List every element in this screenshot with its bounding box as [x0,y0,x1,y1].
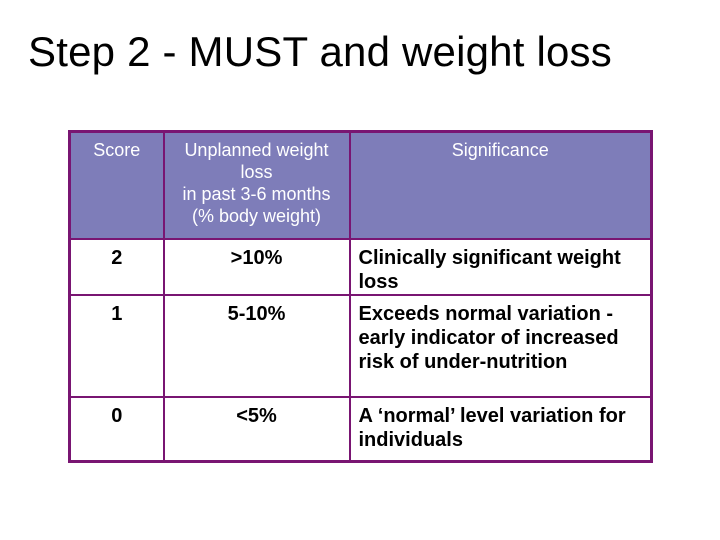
header-significance: Significance [348,130,653,240]
significance-value: Clinically significant weight loss [348,237,653,296]
header-unplanned-weight-loss: Unplanned weight loss in past 3-6 months… [162,130,351,240]
weight-loss-value: 5-10% [162,293,351,398]
score-value: 2 [68,237,165,296]
table-row-score-0: 0 <5% A ‘normal’ level variation for ind… [68,395,653,463]
table-row-score-2: 2 >10% Clinically significant weight los… [68,237,653,296]
table-row-score-1: 1 5-10% Exceeds normal variation - early… [68,293,653,398]
significance-value: Exceeds normal variation - early indicat… [348,293,653,398]
score-value: 1 [68,293,165,398]
weight-loss-value: >10% [162,237,351,296]
weight-loss-value: <5% [162,395,351,463]
must-weight-loss-table: Score Unplanned weight loss in past 3-6 … [68,130,653,463]
table-header-row: Score Unplanned weight loss in past 3-6 … [68,130,653,240]
slide-title: Step 2 - MUST and weight loss [28,28,612,75]
significance-value: A ‘normal’ level variation for individua… [348,395,653,463]
header-score: Score [68,130,165,240]
score-value: 0 [68,395,165,463]
